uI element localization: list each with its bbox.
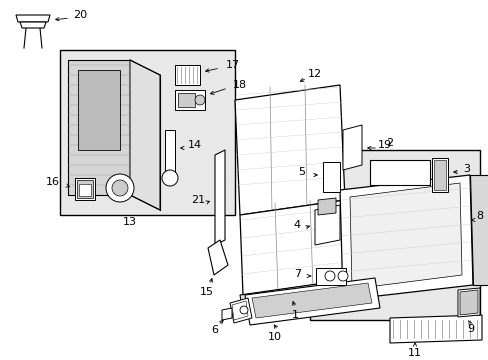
Text: 14: 14 — [187, 140, 202, 150]
Polygon shape — [309, 150, 479, 320]
Text: 8: 8 — [475, 211, 483, 221]
Text: 1: 1 — [291, 310, 298, 320]
Polygon shape — [164, 130, 175, 175]
Polygon shape — [459, 290, 477, 315]
Circle shape — [106, 174, 134, 202]
Polygon shape — [369, 160, 429, 185]
Polygon shape — [244, 278, 379, 325]
Polygon shape — [78, 70, 120, 150]
Polygon shape — [229, 298, 251, 323]
Polygon shape — [207, 240, 227, 275]
Polygon shape — [323, 162, 339, 192]
Text: 7: 7 — [293, 269, 301, 279]
Polygon shape — [349, 183, 461, 289]
Polygon shape — [457, 288, 479, 317]
Polygon shape — [68, 60, 130, 195]
Circle shape — [112, 180, 128, 196]
Text: 9: 9 — [467, 324, 473, 334]
Polygon shape — [175, 65, 200, 85]
Polygon shape — [433, 160, 445, 190]
Polygon shape — [77, 180, 93, 198]
Polygon shape — [130, 60, 160, 210]
Text: 17: 17 — [225, 60, 240, 70]
Text: 5: 5 — [297, 167, 305, 177]
Polygon shape — [75, 178, 95, 200]
Polygon shape — [240, 280, 347, 315]
Polygon shape — [339, 175, 472, 300]
Polygon shape — [222, 308, 231, 320]
Polygon shape — [431, 158, 447, 192]
Text: 2: 2 — [386, 138, 393, 148]
Text: 3: 3 — [463, 164, 469, 174]
Polygon shape — [315, 268, 346, 285]
Circle shape — [325, 271, 334, 281]
Text: 15: 15 — [200, 287, 214, 297]
Circle shape — [162, 170, 178, 186]
Polygon shape — [79, 184, 91, 196]
Polygon shape — [235, 85, 345, 215]
Text: 10: 10 — [267, 332, 282, 342]
Text: 11: 11 — [407, 348, 421, 358]
Polygon shape — [314, 205, 339, 245]
Polygon shape — [60, 50, 235, 215]
Text: 16: 16 — [46, 177, 60, 187]
Polygon shape — [175, 90, 204, 110]
Text: 21: 21 — [190, 195, 204, 205]
Polygon shape — [20, 22, 46, 28]
Polygon shape — [215, 150, 224, 245]
Circle shape — [195, 95, 204, 105]
Polygon shape — [317, 198, 335, 215]
Text: 19: 19 — [377, 140, 391, 150]
Polygon shape — [240, 200, 347, 295]
Polygon shape — [469, 175, 488, 285]
Polygon shape — [389, 315, 481, 343]
Text: 18: 18 — [232, 80, 246, 90]
Circle shape — [337, 271, 347, 281]
Text: 13: 13 — [123, 217, 137, 227]
Polygon shape — [231, 301, 247, 320]
Polygon shape — [251, 283, 371, 318]
Text: 20: 20 — [73, 10, 87, 20]
Polygon shape — [16, 15, 50, 22]
Text: 12: 12 — [307, 69, 322, 79]
Text: 6: 6 — [211, 325, 218, 335]
Polygon shape — [342, 125, 361, 170]
Circle shape — [240, 306, 247, 314]
Text: 4: 4 — [293, 220, 300, 230]
Polygon shape — [178, 93, 195, 107]
